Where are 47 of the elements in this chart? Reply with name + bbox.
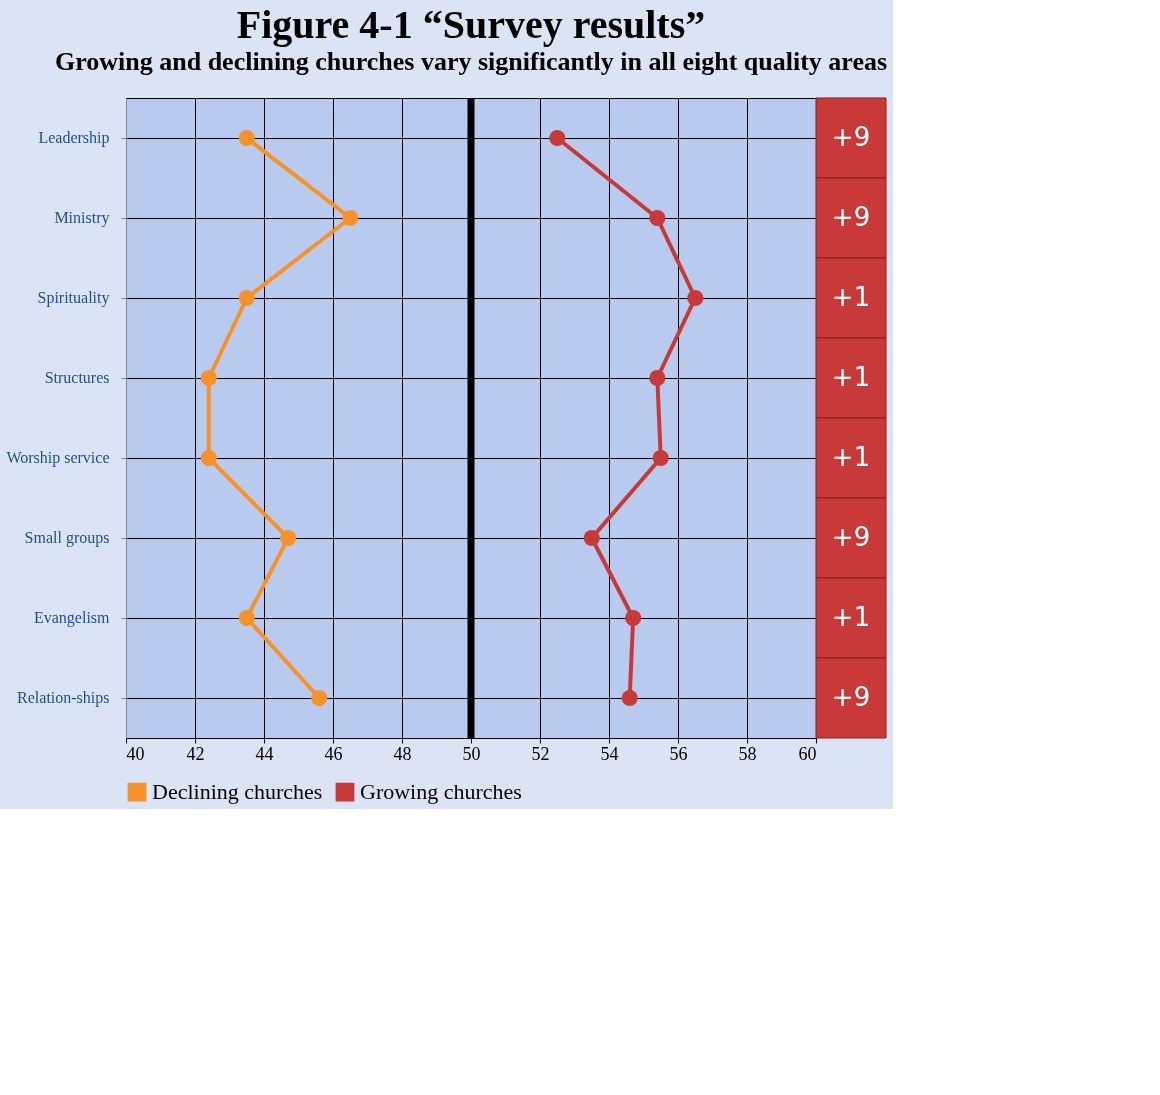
point [238, 129, 255, 147]
legend-label: Declining churches [152, 779, 323, 805]
x-tick-label: 48 [393, 743, 412, 764]
y-tick-label: Small groups [24, 529, 110, 547]
point [200, 449, 217, 467]
x-tick-label: 46 [324, 743, 343, 764]
text: +9 [831, 682, 871, 712]
point [549, 129, 566, 147]
x-tick-label: 58 [738, 743, 757, 764]
point [649, 369, 666, 387]
x-tick-label: 42 [186, 743, 205, 764]
y-tick-label: Ministry [54, 209, 110, 227]
x-tick-label: 60 [798, 743, 817, 764]
point [625, 609, 642, 627]
y-tick-label: Structures [44, 369, 110, 386]
chart-title: Figure 4-1 “Survey results” [236, 1, 706, 47]
point [652, 449, 669, 467]
text: +9 [831, 202, 871, 232]
chart-subtitle: Growing and declining churches vary significantly in all eight quality areas [54, 46, 888, 76]
text: +9 [831, 522, 871, 552]
y-tick-label: Worship service [6, 449, 110, 467]
text: +9 [831, 122, 871, 152]
x-tick-label: 50 [462, 743, 481, 764]
point [687, 289, 704, 307]
x-tick-label: 54 [600, 743, 619, 764]
y-tick-label: Leadership [38, 129, 110, 147]
point [342, 209, 359, 227]
legend-label: Growing churches [360, 779, 522, 805]
y-tick-label: Spirituality [37, 289, 110, 307]
point [621, 689, 638, 707]
text: +1 [831, 362, 871, 392]
text: +1 [831, 442, 871, 472]
point [311, 689, 328, 707]
y-tick-label: Evangelism [33, 609, 111, 627]
point [238, 289, 255, 307]
y-tick-label: Relation-ships [17, 689, 110, 707]
point [280, 529, 297, 547]
point [238, 609, 255, 627]
x-tick-label: 52 [531, 743, 550, 764]
x-tick-label: 44 [255, 743, 274, 764]
text: +1 [831, 282, 871, 312]
point [200, 369, 217, 387]
text: +1 [831, 602, 871, 632]
x-tick-label: 40 [126, 743, 145, 764]
point [649, 209, 666, 227]
point [583, 529, 600, 547]
x-tick-label: 56 [669, 743, 688, 764]
